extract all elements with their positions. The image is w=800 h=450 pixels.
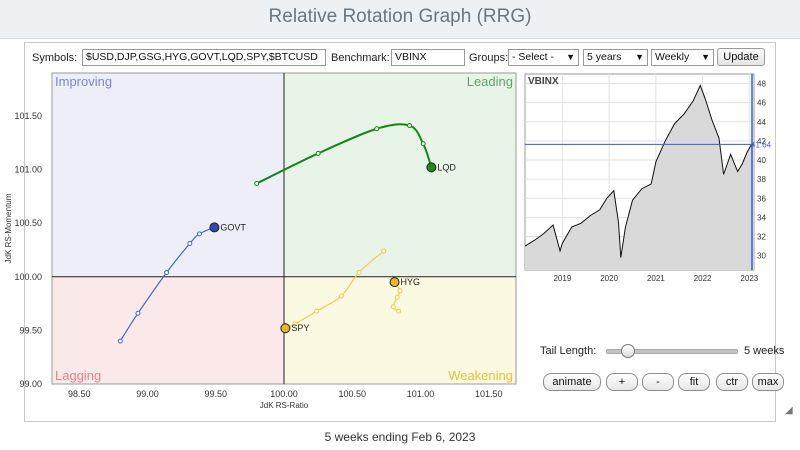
y-tick-label: 99.00 [19, 379, 42, 389]
chevron-down-icon: ▼ [566, 52, 575, 62]
quadrant-weakening [284, 276, 516, 384]
tail-point-hyg [394, 294, 400, 300]
tail-point-lqd [407, 123, 413, 129]
benchmark-label: Benchmark: [331, 52, 390, 64]
tail-length-slider[interactable] [606, 344, 738, 358]
y-tick-label: 99.50 [19, 325, 42, 335]
tail-point-lqd [254, 180, 260, 186]
head-marker-hyg [389, 277, 400, 288]
tail-point-lqd [420, 141, 426, 147]
symbols-label: Symbols: [32, 52, 78, 64]
x-tick-label: 100.50 [338, 389, 366, 399]
period-select-value: 5 years [587, 51, 622, 63]
x-tick-label: 101.50 [475, 389, 503, 399]
x-tick-label: 99.50 [204, 389, 227, 399]
benchmark-input[interactable]: VBINX [391, 49, 465, 66]
series-label-hyg: HYG [401, 277, 421, 287]
quadrant-lagging [52, 276, 284, 384]
head-marker-lqd [426, 162, 437, 173]
frequency-select[interactable]: Weekly ▼ [651, 49, 714, 66]
x-tick-label: 98.50 [68, 389, 91, 399]
chevron-down-icon: ▼ [701, 52, 710, 62]
tail-point-lqd [315, 150, 321, 156]
chevron-down-icon: ▼ [635, 52, 644, 62]
quadrant-label-improving: Improving [55, 74, 112, 89]
quadrant-label-weakening: Weakening [448, 368, 513, 383]
max-button[interactable]: max [752, 373, 784, 391]
tail-point-hyg [390, 304, 396, 310]
tail-length-slider-handle[interactable] [621, 344, 636, 358]
groups-label: Groups: [469, 52, 509, 64]
tail-point-hyg [397, 288, 403, 294]
tail-point-govt [164, 269, 170, 275]
zoom-out-button[interactable]: - [642, 373, 674, 391]
series-label-spy: SPY [291, 323, 309, 333]
date-range-caption: 5 weeks ending Feb 6, 2023 [324, 430, 476, 444]
tail-point-govt [135, 310, 141, 316]
tail-point-spy [314, 308, 320, 314]
center-button[interactable]: ctr [716, 373, 748, 391]
update-button[interactable]: Update [717, 48, 765, 66]
tail-point-lqd [374, 126, 380, 132]
tail-point-spy [292, 321, 298, 327]
quadrant-label-leading: Leading [467, 74, 513, 89]
tail-point-spy [356, 269, 362, 275]
tail-length-label: Tail Length: [540, 345, 597, 357]
x-axis-label: JdK RS-Ratio [260, 401, 309, 410]
series-label-lqd: LQD [437, 162, 456, 172]
period-select[interactable]: 5 years ▼ [583, 49, 648, 66]
y-axis-label: JdK RS-Momentum [4, 193, 13, 263]
x-tick-label: 99.00 [136, 389, 159, 399]
quadrant-label-lagging: Lagging [55, 368, 101, 383]
groups-select[interactable]: - Select - ▼ [508, 49, 579, 66]
head-marker-spy [280, 323, 291, 334]
tail-point-govt [196, 231, 202, 237]
zoom-in-button[interactable]: + [606, 373, 638, 391]
tail-point-govt [187, 241, 193, 247]
tail-point-spy [338, 293, 344, 299]
tail-point-govt [117, 338, 123, 344]
y-tick-label: 101.00 [14, 165, 42, 175]
tail-point-spy [381, 248, 387, 254]
title-bar: Relative Rotation Graph (RRG) [0, 0, 800, 39]
frequency-select-value: Weekly [655, 51, 690, 63]
tail-point-hyg [396, 308, 402, 314]
tail-length-value: 5 weeks [744, 345, 785, 357]
x-tick-label: 101.00 [407, 389, 435, 399]
resize-grip-icon[interactable]: ◢ [785, 405, 793, 416]
animate-button[interactable]: animate [543, 373, 601, 391]
groups-select-value: - Select - [512, 51, 555, 63]
y-tick-label: 101.50 [14, 111, 42, 121]
series-label-govt: GOVT [220, 222, 246, 232]
quadrant-improving [52, 73, 284, 277]
y-tick-label: 100.50 [14, 218, 42, 228]
page-title: Relative Rotation Graph (RRG) [268, 6, 532, 27]
quadrant-leading [284, 73, 516, 277]
head-marker-govt [209, 222, 220, 233]
y-tick-label: 100.00 [14, 272, 42, 282]
x-tick-label: 100.00 [270, 389, 298, 399]
symbols-input[interactable]: $USD,DJP,GSG,HYG,GOVT,LQD,SPY,$BTCUSD [82, 49, 326, 66]
fit-button[interactable]: fit [678, 373, 710, 391]
